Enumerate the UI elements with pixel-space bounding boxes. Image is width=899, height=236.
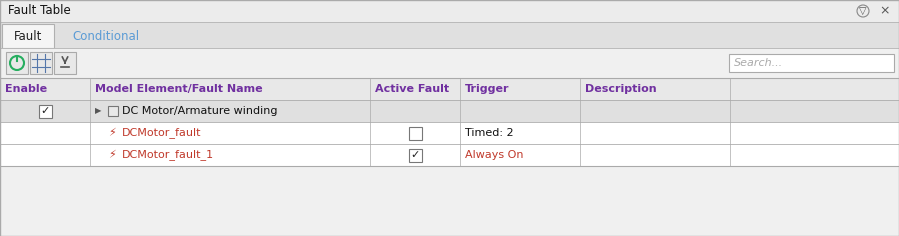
Bar	[0, 0, 899, 22]
Bar	[0, 144, 899, 166]
Text: Always On: Always On	[465, 150, 523, 160]
Text: ⚡: ⚡	[108, 128, 116, 138]
Bar	[54, 52, 76, 74]
Text: Trigger: Trigger	[465, 84, 510, 94]
Text: ✓: ✓	[40, 106, 49, 116]
Text: Description: Description	[585, 84, 656, 94]
Bar	[39, 105, 51, 118]
Text: ✓: ✓	[410, 150, 420, 160]
Bar	[408, 148, 422, 161]
Text: Timed: 2: Timed: 2	[465, 128, 513, 138]
Text: Conditional: Conditional	[72, 30, 139, 42]
Text: Fault Table: Fault Table	[8, 4, 71, 17]
Text: ▽: ▽	[859, 6, 867, 16]
Text: Search...: Search...	[734, 58, 783, 68]
Bar	[0, 78, 899, 100]
Text: DCMotor_fault: DCMotor_fault	[122, 127, 201, 139]
Text: ×: ×	[880, 4, 890, 17]
Bar	[6, 52, 28, 74]
Text: ▶: ▶	[95, 106, 102, 115]
Bar	[0, 122, 899, 144]
Text: DCMotor_fault_1: DCMotor_fault_1	[122, 150, 214, 160]
Bar	[0, 100, 899, 122]
Text: Enable: Enable	[5, 84, 47, 94]
Bar	[0, 22, 899, 48]
Bar	[30, 52, 52, 74]
Bar	[408, 126, 422, 139]
Bar	[0, 166, 899, 236]
Bar	[729, 54, 894, 72]
Text: ⚡: ⚡	[108, 150, 116, 160]
Bar	[108, 106, 118, 116]
Bar	[2, 24, 54, 48]
Text: Fault: Fault	[13, 30, 42, 42]
Text: Model Element/Fault Name: Model Element/Fault Name	[95, 84, 263, 94]
Text: Active Fault: Active Fault	[375, 84, 450, 94]
Text: DC Motor/Armature winding: DC Motor/Armature winding	[122, 106, 278, 116]
Bar	[0, 48, 899, 78]
